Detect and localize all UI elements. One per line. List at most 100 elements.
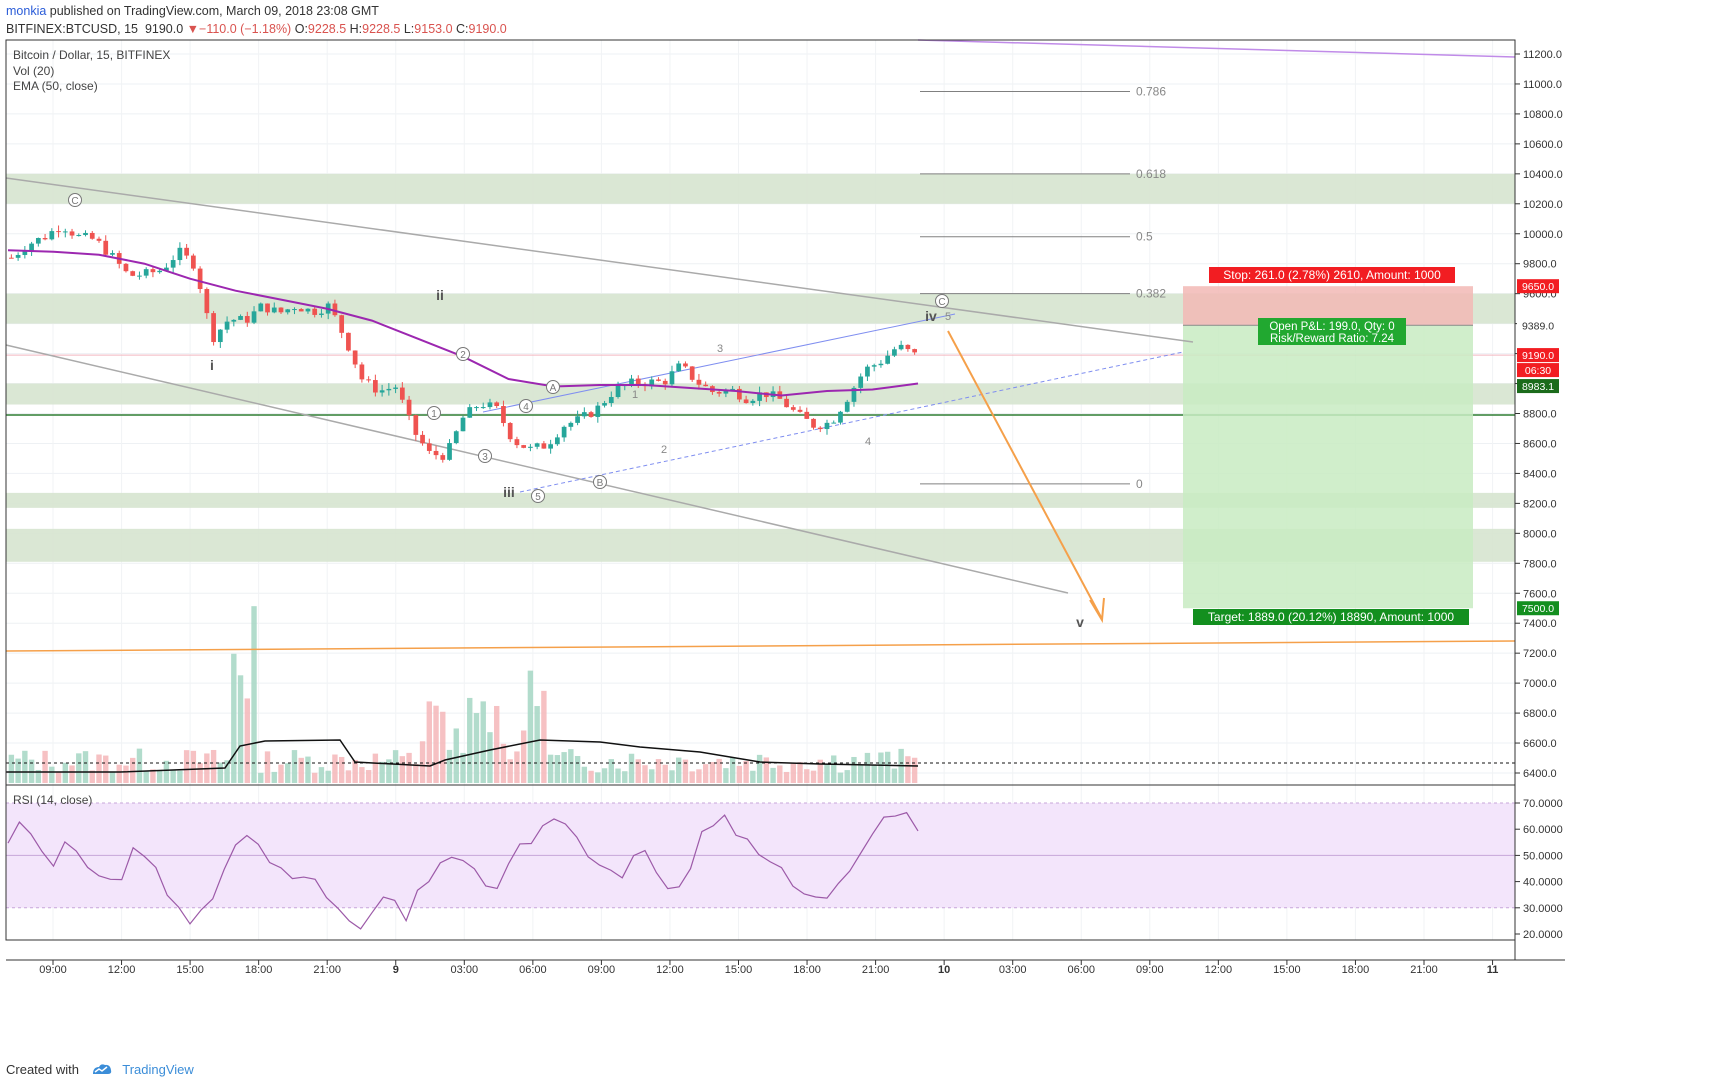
candle-body [494, 402, 500, 407]
candle-body [561, 426, 567, 438]
candle-body [56, 231, 61, 233]
volume-bar [635, 759, 641, 783]
volume-bar [453, 728, 459, 783]
volume-bar [69, 765, 75, 783]
volume-bar [750, 770, 756, 783]
volume-bar [871, 764, 877, 783]
low-value: 9153.0 [414, 22, 453, 36]
time-tick-label: 09:00 [1136, 964, 1164, 976]
candles [9, 225, 917, 463]
candle-body [676, 363, 682, 372]
candle-body [123, 263, 129, 272]
drawing-lines[interactable]: 0.786 0.618 0.5 0.382 0 [5, 39, 1516, 652]
candle-body [15, 254, 21, 258]
volume-bar [831, 755, 837, 783]
wave-circle-marker [427, 406, 441, 420]
target-label-bg [1193, 609, 1469, 625]
volume-bar [298, 757, 304, 783]
candle-body [723, 389, 729, 394]
candle-body [905, 344, 911, 350]
volume-bar [244, 698, 250, 783]
close-value: 9190.0 [468, 22, 507, 36]
candle-body [278, 307, 284, 313]
volume-bar [372, 753, 379, 783]
vol-legend: Vol (20) [13, 64, 54, 78]
last-price-tag: 9190.0 [1522, 350, 1554, 362]
rsi-tick-label: 40.0000 [1523, 877, 1563, 889]
time-tick-label: 18:00 [793, 964, 821, 976]
volume-bar [520, 730, 527, 783]
last-price-tag-bg [1517, 348, 1559, 363]
candle-body [164, 267, 169, 271]
candle-body [757, 392, 762, 401]
volume-bar [264, 751, 271, 783]
volume-bar [797, 762, 803, 783]
candle-body [548, 444, 553, 449]
volume-bar [82, 751, 89, 783]
footer: Created with TradingView [6, 1062, 194, 1077]
candle-body [871, 365, 877, 367]
candle-body [514, 439, 520, 446]
time-tick-label: 11 [1487, 964, 1499, 976]
candle-body [575, 416, 580, 423]
price-tick-label: 8800.0 [1523, 409, 1557, 421]
candle-body [892, 349, 897, 356]
chart-header: monkia published on TradingView.com, Mar… [0, 0, 1722, 40]
volume-bar [480, 701, 486, 783]
volume-bar [163, 760, 170, 783]
volume-bar [507, 759, 513, 783]
time-tick-label: 15:00 [176, 964, 204, 976]
volume-bar [419, 741, 426, 783]
tradingview-link[interactable]: TradingView [122, 1062, 194, 1077]
wave-circle-label: B [597, 478, 604, 489]
candle-body [912, 349, 917, 353]
time-tick-label: 21:00 [862, 964, 890, 976]
zone-rect [6, 492, 1515, 508]
volume-bar [197, 763, 203, 783]
tradingview-logo-icon [92, 1064, 111, 1074]
candle-body [615, 385, 621, 398]
candle-body [790, 407, 796, 410]
volume-bar [568, 749, 574, 783]
author-link[interactable]: monkia [6, 4, 47, 18]
rsi-tick-label: 60.0000 [1523, 824, 1563, 836]
volume-bar [386, 759, 392, 783]
high-label: H: [349, 22, 363, 36]
candle-body [797, 409, 803, 412]
volume-bar [905, 756, 911, 783]
volume-bar [318, 767, 325, 783]
candle-body [157, 270, 163, 273]
high-value: 9228.5 [362, 22, 401, 36]
target-price-tag-bg [1517, 601, 1559, 616]
entry-price-tag-bg [1517, 318, 1559, 333]
wave-circle-label: C [71, 196, 78, 207]
ema-price-tag-bg [1517, 379, 1559, 394]
volume-bar [55, 771, 62, 783]
candle-body [373, 380, 378, 393]
candle-body [750, 400, 756, 404]
price-tick-label: 10200.0 [1523, 199, 1563, 211]
volume-bar [736, 765, 743, 783]
volume-bar [696, 769, 702, 783]
symbol-label: BITFINEX:BTCUSD, 15 [6, 22, 138, 36]
volume-bar [622, 771, 628, 783]
change-down-icon: ▼ [186, 22, 200, 36]
candle-body [817, 427, 823, 430]
volume-bar [608, 759, 614, 783]
volume-bar [777, 765, 783, 783]
volume-bar [312, 772, 318, 783]
volume-bar [500, 743, 507, 783]
volume-bar [716, 758, 722, 783]
price-tick-label: 7600.0 [1523, 588, 1557, 600]
fib-label: 0 [1136, 477, 1143, 491]
volume-bar [8, 754, 15, 783]
wave-circle-label: 4 [523, 402, 529, 413]
volume-bar [891, 768, 898, 783]
position-tool[interactable]: Stop: 261.0 (2.78%) 2610, Amount: 1000 Op… [1183, 267, 1473, 625]
candle-body [865, 366, 870, 377]
volume-bar [669, 770, 675, 783]
wave-circle-marker [519, 399, 533, 413]
volume-bar [770, 767, 776, 783]
candle-body [265, 303, 270, 313]
